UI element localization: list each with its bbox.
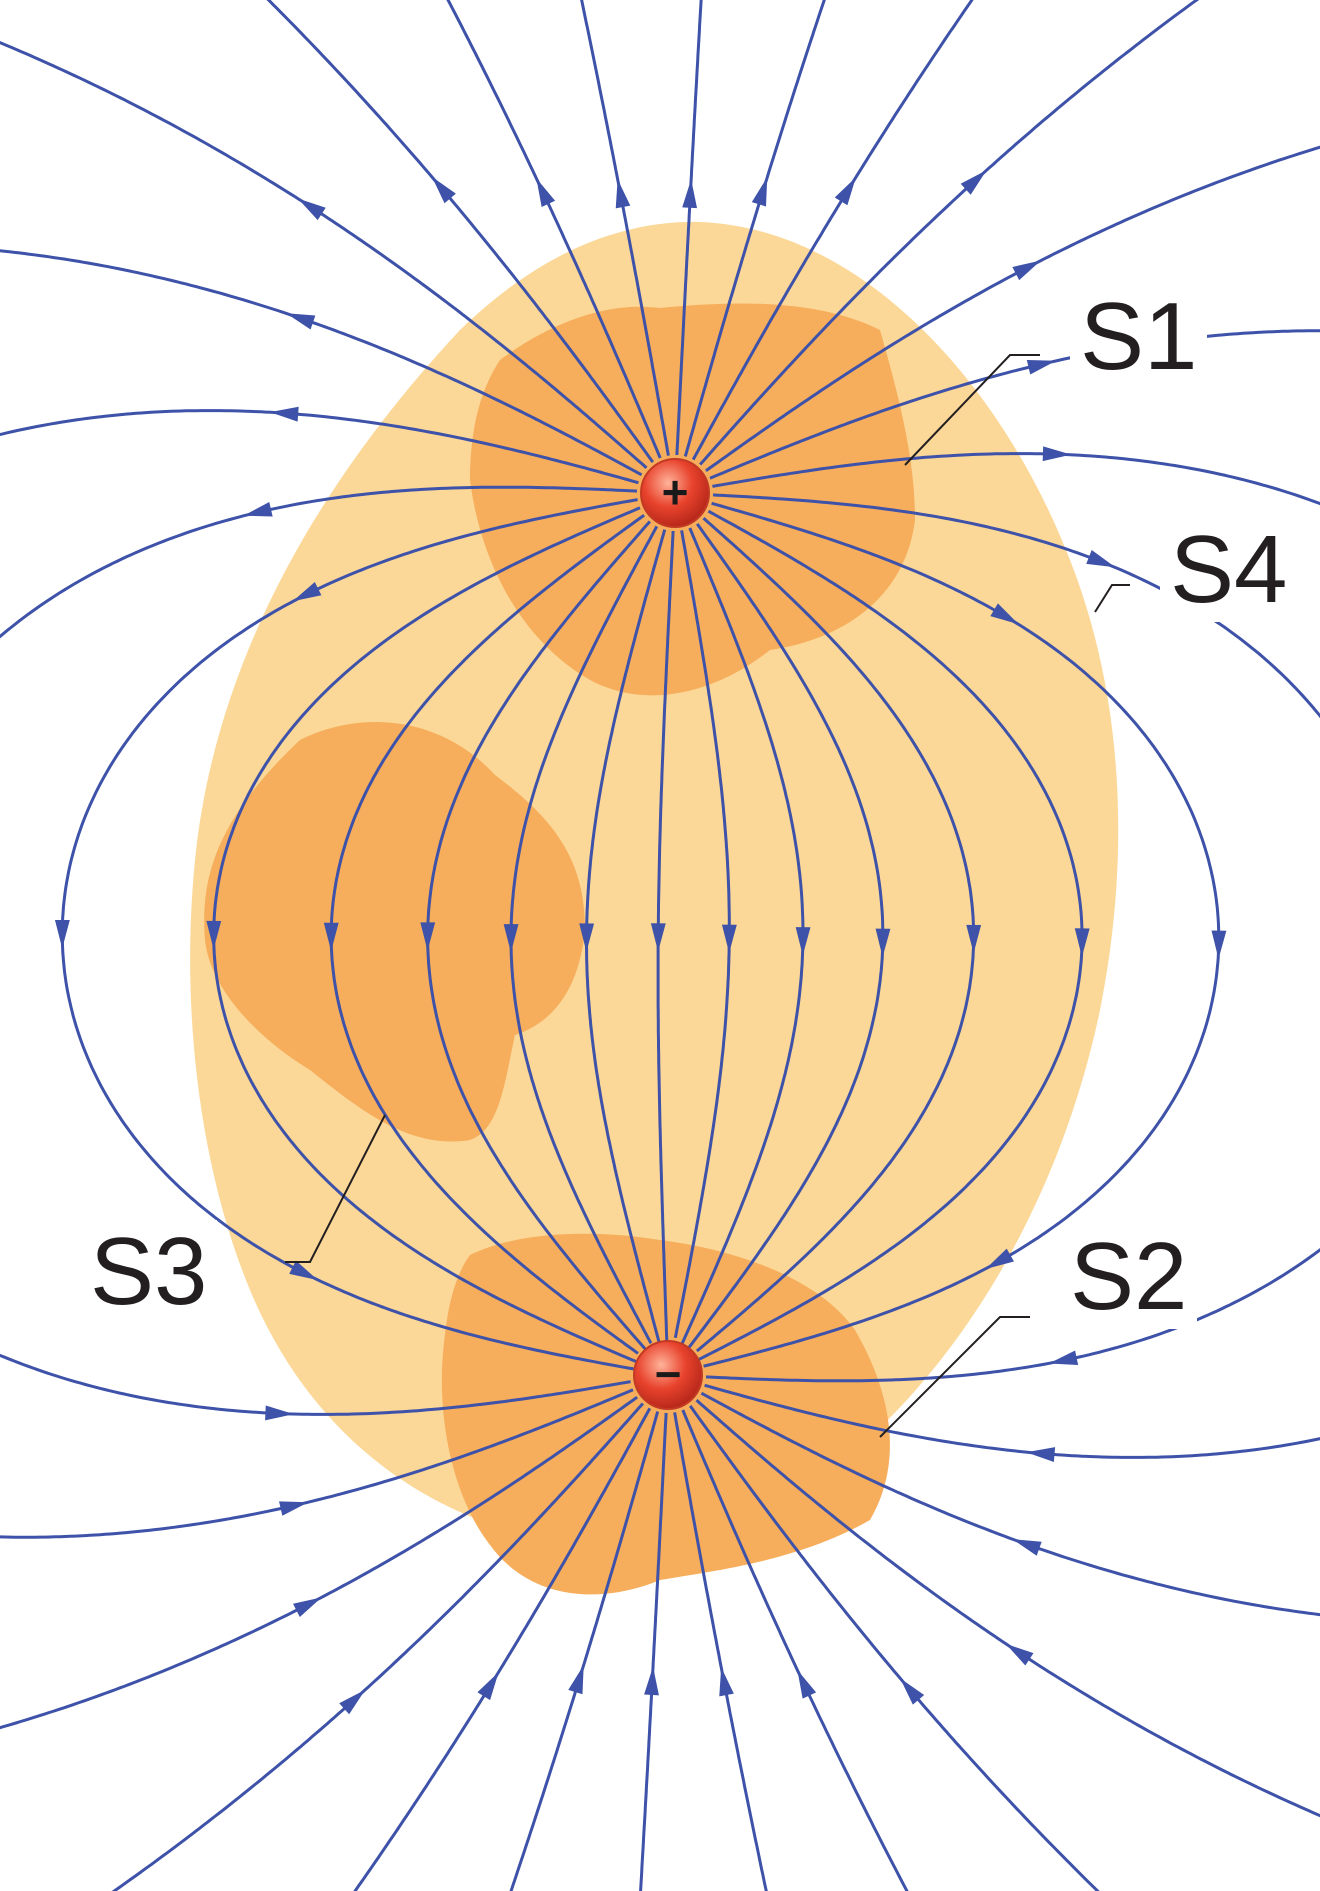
field-arrow xyxy=(1086,550,1116,568)
field-arrow xyxy=(579,923,595,952)
negative-charge-symbol: − xyxy=(655,1348,682,1400)
field-arrow xyxy=(682,179,698,209)
field-arrow xyxy=(644,1666,659,1696)
negative-charge: − xyxy=(633,1340,703,1410)
field-arrow xyxy=(650,923,666,952)
field-arrow xyxy=(420,922,436,951)
field-arrow xyxy=(1026,360,1057,375)
field-arrow xyxy=(966,924,982,954)
field-arrow xyxy=(875,928,891,958)
surface-s3-region xyxy=(204,722,585,1142)
field-arrow xyxy=(721,924,737,954)
field-arrow xyxy=(1012,260,1041,281)
field-arrow xyxy=(834,177,856,206)
field-arrow xyxy=(1048,1350,1079,1365)
field-arrow xyxy=(1074,928,1090,957)
field-arrow xyxy=(323,922,339,952)
leader-s1 xyxy=(904,354,1040,466)
field-arrow xyxy=(1012,1539,1042,1556)
field-arrow xyxy=(293,1597,322,1617)
leader-s4 xyxy=(1094,584,1130,613)
field-arrow xyxy=(289,1260,318,1281)
field-arrow xyxy=(990,603,1019,625)
field-arrow xyxy=(795,927,811,956)
field-arrow xyxy=(1042,446,1072,462)
field-arrow xyxy=(431,176,456,204)
positive-charge-symbol: + xyxy=(662,466,689,518)
field-arrow xyxy=(206,920,222,950)
surface-s2-label: S2 xyxy=(1060,1225,1198,1329)
field-arrow xyxy=(286,313,316,330)
leader-s2 xyxy=(879,1316,1030,1438)
label-leaders xyxy=(285,354,1130,1438)
field-arrow xyxy=(900,1678,925,1705)
positive-charge: + xyxy=(640,458,710,528)
field-arrow xyxy=(960,170,987,195)
field-arrow xyxy=(615,179,631,209)
field-arrow xyxy=(269,406,299,422)
field-arrow xyxy=(1005,1643,1034,1666)
field-arrow xyxy=(1211,930,1227,959)
field-arrow xyxy=(292,582,322,602)
field-arrow xyxy=(568,1664,584,1695)
field-arrow xyxy=(536,178,556,208)
field-arrow xyxy=(719,1667,734,1697)
field-arrow xyxy=(1026,1447,1056,1462)
field-arrow xyxy=(297,198,326,221)
field-arrow xyxy=(985,1248,1014,1269)
surface-s1-label: S1 xyxy=(1070,285,1208,389)
field-arrow xyxy=(477,1672,499,1701)
field-arrow xyxy=(243,502,273,517)
field-arrow xyxy=(265,1405,294,1421)
field-arrow xyxy=(279,1501,309,1516)
field-arrow xyxy=(503,924,519,953)
field-arrow xyxy=(751,177,768,207)
field-arrow xyxy=(339,1689,366,1715)
surface-s4-label: S4 xyxy=(1160,518,1298,622)
field-arrow xyxy=(54,919,70,949)
leader-s3 xyxy=(285,1114,386,1263)
surface-s3-label: S3 xyxy=(80,1220,218,1324)
field-arrow xyxy=(797,1669,817,1699)
